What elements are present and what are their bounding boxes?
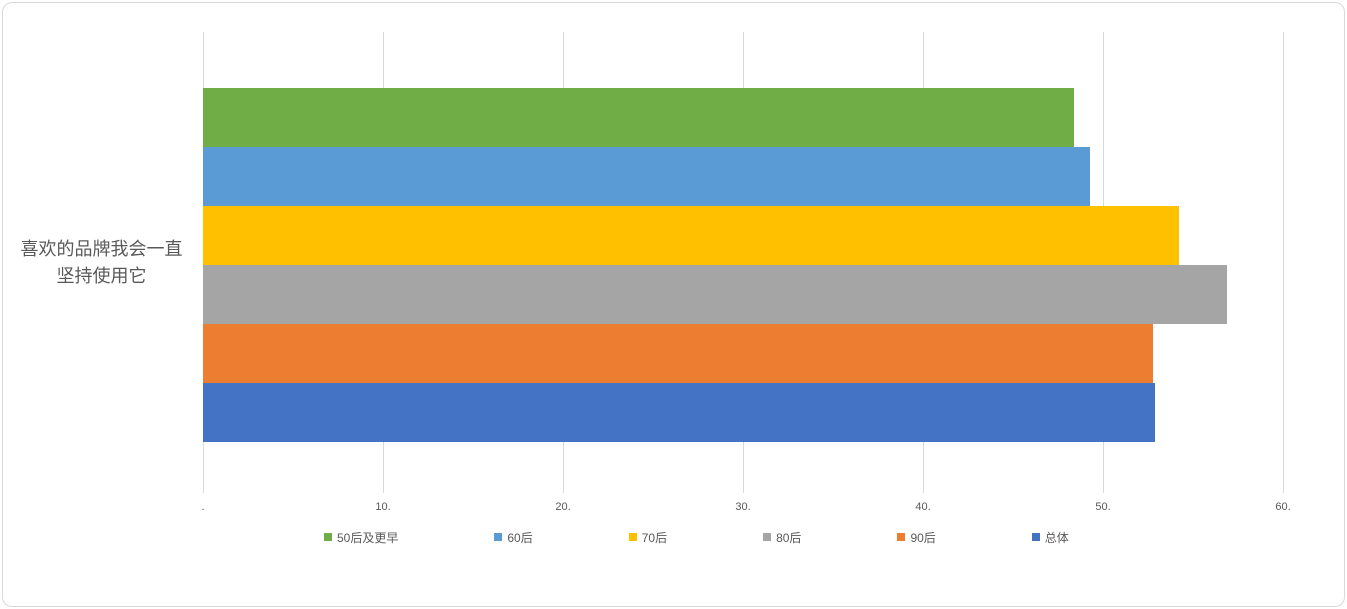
legend-item-70后[interactable]: 70后 — [628, 529, 668, 546]
legend-label: 80后 — [776, 530, 802, 545]
bar-90后[interactable] — [203, 324, 1154, 383]
bar-70后[interactable] — [203, 206, 1179, 265]
x-axis-tick-label: 50. — [1095, 501, 1111, 513]
legend-swatch-icon — [494, 533, 503, 541]
legend: 50后及更早 60后 70后 80后 90后 总体 — [324, 528, 1069, 546]
legend-item-60后[interactable]: 60后 — [494, 529, 533, 546]
bar-50后及更早[interactable] — [203, 88, 1075, 147]
x-axis-tick-label: 60. — [1275, 501, 1291, 513]
legend-label: 70后 — [641, 530, 668, 545]
x-axis-tick-label: 40. — [915, 501, 931, 513]
legend-label: 50后及更早 — [337, 530, 399, 545]
category-axis-label: 喜欢的品牌我会一直 坚持使用它 — [20, 238, 183, 286]
legend-swatch-icon — [1031, 533, 1040, 541]
legend-item-80后[interactable]: 80后 — [763, 529, 801, 546]
legend-swatch-icon — [763, 533, 772, 541]
legend-label: 60后 — [507, 530, 533, 545]
legend-swatch-icon — [628, 533, 637, 541]
legend-item-90后[interactable]: 90后 — [897, 529, 936, 546]
x-axis-tick-label: 30. — [735, 501, 751, 513]
bar-80后[interactable] — [203, 265, 1228, 324]
legend-item-总体[interactable]: 总体 — [1031, 529, 1069, 546]
legend-label: 总体 — [1044, 530, 1069, 545]
legend-label: 90后 — [910, 530, 936, 545]
x-axis-tick-label: . — [201, 501, 205, 513]
legend-swatch-icon — [324, 533, 332, 541]
legend-swatch-icon — [897, 533, 906, 541]
gridline — [1283, 32, 1284, 493]
legend-item-50后及更早[interactable]: 50后及更早 — [324, 529, 398, 546]
plot-area — [203, 32, 1284, 493]
bar-60后[interactable] — [203, 147, 1091, 206]
x-axis-tick-label: 20. — [555, 501, 571, 513]
bar-总体[interactable] — [203, 383, 1156, 442]
x-axis-tick-label: 10. — [375, 501, 391, 513]
